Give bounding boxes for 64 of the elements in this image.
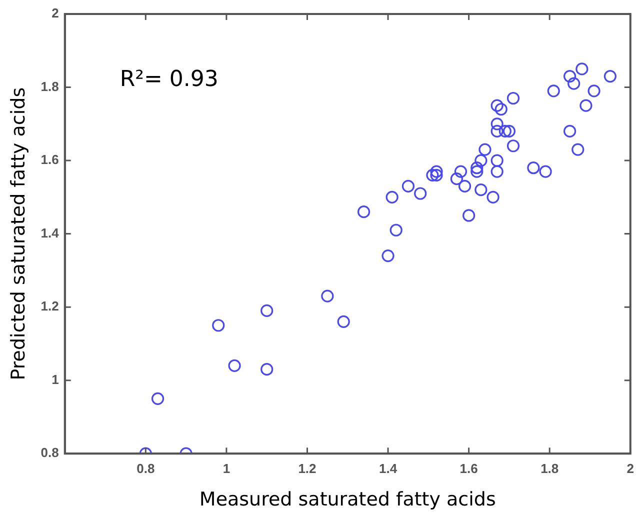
- point: [386, 190, 398, 204]
- point: [506, 140, 520, 152]
- point: [588, 84, 600, 98]
- y-tick-label: 1.2: [40, 298, 59, 314]
- point: [498, 124, 512, 138]
- point: [357, 206, 370, 218]
- point: [474, 184, 488, 196]
- y-tick-label: 1.8: [40, 78, 59, 94]
- point: [563, 124, 576, 138]
- point: [454, 165, 468, 178]
- point: [470, 165, 484, 178]
- point: [390, 224, 402, 236]
- point: [337, 315, 350, 328]
- point: [539, 165, 552, 178]
- point: [527, 162, 540, 174]
- point: [151, 392, 164, 405]
- point: [260, 363, 274, 376]
- x-tick-label: 2: [626, 460, 634, 476]
- y-tick-label: 0.8: [40, 445, 59, 460]
- point: [228, 359, 241, 372]
- point: [580, 99, 592, 112]
- point: [430, 168, 443, 182]
- y-tick-label: 1.6: [40, 152, 59, 168]
- y-tick-label: 2: [52, 6, 59, 21]
- point: [490, 165, 504, 178]
- point: [321, 290, 334, 302]
- point: [490, 99, 504, 112]
- point: [382, 249, 394, 262]
- point: [506, 92, 520, 105]
- point: [212, 319, 225, 332]
- point: [490, 118, 504, 130]
- y-axis-title: Predicted saturated fatty acids: [7, 87, 30, 380]
- x-tick-label: 1.4: [378, 460, 398, 476]
- point: [494, 102, 508, 116]
- point: [486, 190, 500, 204]
- y-tick-label: 1.4: [40, 225, 60, 240]
- point: [450, 172, 463, 186]
- x-tick-label: 0.8: [136, 460, 155, 476]
- point: [402, 180, 415, 192]
- x-tick-label: 1.6: [460, 460, 478, 476]
- point: [414, 187, 427, 200]
- point: [478, 143, 492, 156]
- point: [563, 70, 576, 83]
- point: [470, 162, 484, 174]
- point: [490, 124, 504, 138]
- annotation: R²= 0.93: [120, 67, 218, 92]
- x-tick-label: 1.2: [298, 460, 316, 476]
- point: [426, 168, 439, 182]
- point: [502, 124, 516, 138]
- point: [568, 77, 580, 90]
- point: [430, 165, 443, 178]
- y-tick-label: 1: [52, 372, 59, 387]
- point: [547, 84, 560, 98]
- x-tick-label: 1.8: [540, 460, 559, 476]
- point: [458, 180, 472, 192]
- point: [260, 304, 274, 318]
- point: [490, 154, 504, 167]
- point: [474, 154, 488, 167]
- point: [604, 70, 616, 83]
- point: [572, 143, 584, 156]
- point: [462, 209, 476, 222]
- x-tick-label: 1: [222, 460, 230, 476]
- point: [576, 62, 588, 76]
- x-axis-title: Measured saturated fatty acids: [199, 488, 496, 511]
